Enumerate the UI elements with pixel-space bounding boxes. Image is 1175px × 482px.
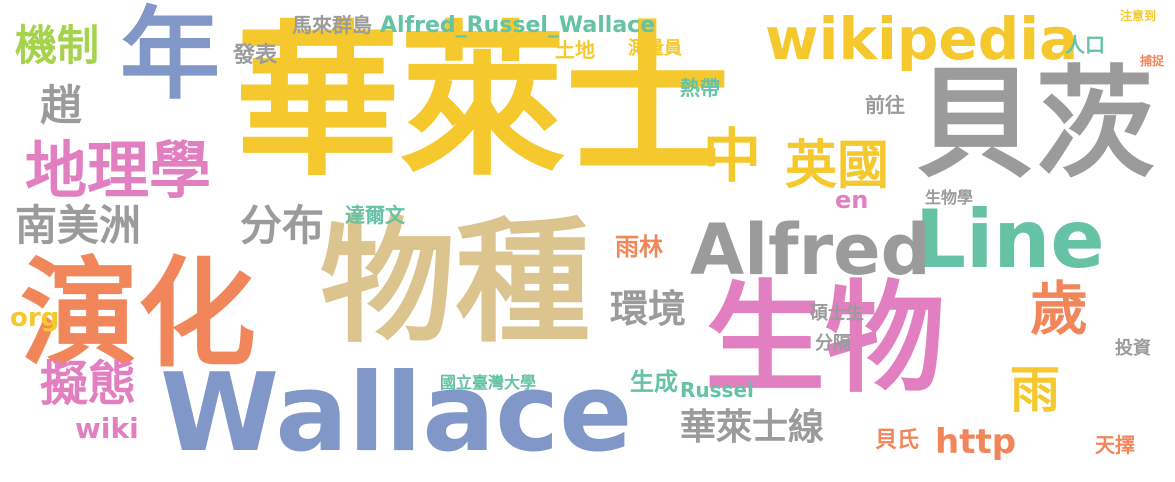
- word-huanjing: 環境: [610, 287, 687, 331]
- word-shuoshisheng: 碩士生: [810, 303, 864, 324]
- word-wikipedia: wikipedia: [765, 5, 1079, 73]
- word-wiki: wiki: [75, 412, 139, 445]
- word-yulin: 雨林: [615, 233, 663, 261]
- word-beishi: 貝氏: [875, 428, 920, 453]
- word-guolitaiwandaxue: 國立臺灣大學: [440, 373, 537, 392]
- word-jizhi: 機制: [15, 21, 100, 70]
- word-yu: 雨: [1010, 361, 1060, 419]
- word-fabiao: 發表: [233, 43, 278, 68]
- word-shengwuxue: 生物學: [925, 188, 974, 207]
- word-wallace: Wallace: [160, 351, 633, 476]
- word-tianze: 天擇: [1095, 433, 1135, 457]
- word-russel: Russel: [680, 378, 754, 402]
- word-tudi: 土地: [555, 38, 595, 62]
- word-shengcheng: 生成: [630, 368, 678, 396]
- word-fenge: 分隔: [815, 333, 851, 354]
- word-buzhuo: 捕捉: [1140, 54, 1165, 68]
- word-touzi: 投資: [1115, 338, 1151, 359]
- word-alfred-russel-wallace: Alfred_Russel_Wallace: [380, 13, 656, 38]
- word-org: org: [10, 303, 60, 333]
- word-zhong: 中: [693, 125, 761, 183]
- word-nian: 年: [120, 0, 220, 113]
- word-wuzhong: 物種: [320, 204, 590, 361]
- word-malaiqundao: 馬來群島: [292, 13, 372, 37]
- word-nanmeizhou: 南美洲: [15, 201, 142, 250]
- word-http: http: [935, 422, 1017, 462]
- word-huaxiaoshi: 華萊士: [235, 6, 730, 198]
- word-line: Line: [915, 193, 1105, 286]
- word-zhao: 趙: [40, 81, 83, 130]
- word-qianwang: 前往: [865, 93, 905, 117]
- word-daerwen: 達爾文: [345, 203, 405, 227]
- word-redai: 熱帶: [680, 76, 720, 100]
- word-zhuyidao: 注意到: [1120, 9, 1157, 23]
- word-fenbu: 分布: [240, 201, 325, 250]
- word-alfred: Alfred: [690, 209, 931, 291]
- word-sui: 歲: [1030, 275, 1089, 343]
- word-en: en: [835, 186, 869, 214]
- word-yanhua: 演化: [20, 245, 257, 383]
- word-celiangyuan: 測量員: [628, 38, 682, 59]
- word-renkou: 人口: [1065, 33, 1105, 57]
- word-shengwu: 生物: [705, 270, 945, 409]
- word-dilixue: 地理學: [25, 134, 212, 207]
- word-huaxiaoshixian: 華萊士線: [680, 407, 825, 448]
- word-yingguo: 英國: [785, 136, 890, 196]
- word-beici: 貝茨: [915, 55, 1155, 194]
- word-nitai: 擬態: [40, 356, 137, 412]
